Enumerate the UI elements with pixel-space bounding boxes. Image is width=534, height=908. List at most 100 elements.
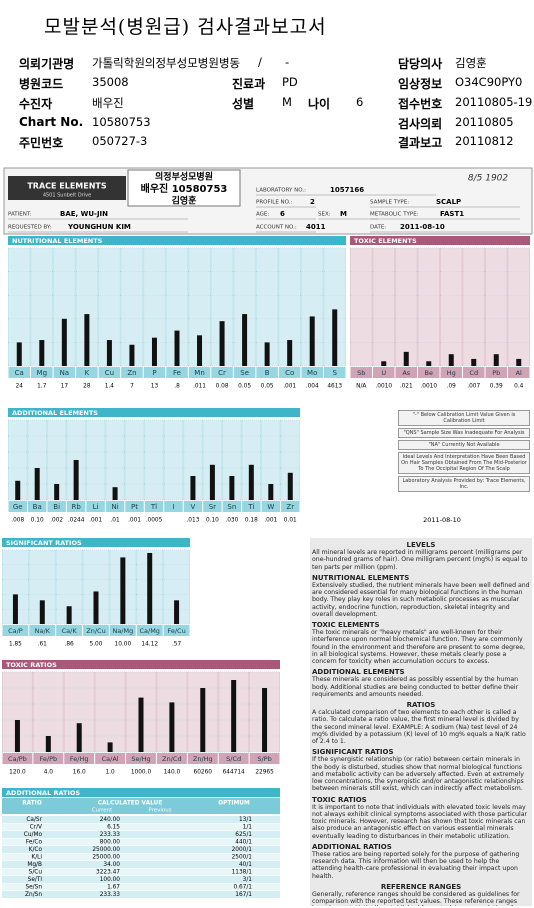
label-cell (27, 501, 47, 512)
value-label: 0.10 (206, 518, 219, 524)
field-label: 접수번호 (398, 97, 443, 111)
column-bg (242, 420, 261, 500)
note-heading: SIGNIFICANT RATIOS (312, 748, 394, 757)
note-text: These minerals are considered as possibl… (312, 676, 519, 698)
stamp-line: 김영훈 (172, 195, 197, 207)
column-header: OPTIMUM (218, 801, 250, 807)
field-label: 검사의뢰 (398, 117, 443, 131)
level-bar (39, 340, 45, 366)
field-value: 050727-3 (92, 134, 148, 148)
level-bar (106, 340, 112, 366)
level-bar (332, 309, 338, 366)
value-label: N/A (356, 384, 366, 390)
value-label: 60260 (194, 770, 213, 776)
lab-field-value: 4011 (306, 223, 326, 231)
legend-entry: "QNS" Sample Size Was Inadequate For Ana… (398, 428, 530, 438)
column-bg (396, 248, 417, 366)
label-cell (164, 501, 183, 512)
lab-field-value: BAE, WU-JIN (60, 210, 108, 218)
table-row-bg (2, 831, 280, 838)
field-value: - (285, 55, 290, 69)
value-label: .021 (400, 384, 413, 390)
note-text: If the synergistic relationship (or rati… (312, 756, 524, 793)
lab-field-value: 2011-08-10 (400, 223, 445, 231)
field-value: 배우진 (92, 96, 124, 110)
value-label: .0010 (420, 384, 437, 390)
label-cell (56, 625, 83, 636)
level-bar (112, 487, 118, 500)
logo-address: 4501 Sunbelt Drive (43, 193, 91, 199)
field-label: 진료과 (232, 77, 266, 91)
field-label: 성별 (232, 97, 255, 111)
logo: TRACE ELEMENTS (27, 182, 107, 191)
lab-field-label: SAMPLE TYPE: (370, 200, 409, 206)
column-bg (486, 248, 507, 366)
note-heading: REFERENCE RANGES (380, 882, 462, 891)
logo-box (8, 176, 126, 200)
column-bg (76, 248, 98, 366)
ratio-name: S/Cu (29, 870, 43, 876)
field-label: Chart No. (19, 115, 84, 129)
category-label: Cd (469, 369, 478, 377)
label-cell (261, 501, 281, 512)
value-label: .002 (50, 518, 63, 524)
category-label: Al (516, 369, 522, 377)
label-cell (485, 367, 507, 378)
label-cell (143, 367, 166, 378)
lab-field-label: LABORATORY NO.: (256, 188, 306, 194)
ratio-name: K/Co (29, 847, 43, 853)
level-bar (73, 460, 79, 500)
date-stamp: 2011-08-10 (423, 516, 461, 524)
category-label: Ba (33, 503, 42, 511)
note-text: Generally, reference ranges should be co… (312, 890, 520, 906)
lab-field-value: FAST1 (440, 210, 464, 218)
column-bg (166, 248, 188, 366)
lab-field-label: METABOLIC TYPE: (370, 212, 419, 218)
table-row-bg (2, 876, 280, 883)
label-cell (121, 367, 143, 378)
panel-title: NUTRITIONAL ELEMENTS (12, 237, 103, 245)
column-bg (164, 420, 183, 500)
category-label: Sn (227, 503, 236, 511)
field-label: 주민번호 (19, 136, 64, 150)
note-heading: LEVELS (406, 541, 436, 549)
panel-title: TOXIC ELEMENTS (354, 237, 417, 245)
category-label: Li (93, 503, 99, 511)
ratio-name: Cr/V (30, 825, 42, 831)
ratio-optimum: 440/1 (235, 840, 252, 846)
column-bg (234, 248, 255, 366)
lab-field-label: DATE: (370, 225, 386, 231)
label-cell (144, 501, 164, 512)
column-bg (508, 248, 529, 366)
category-label: Ge (13, 503, 23, 511)
handwriting: 8/5 1902 (468, 174, 509, 184)
field-value: 20110805 (455, 115, 514, 129)
lab-field-value: 6 (280, 210, 285, 218)
category-label: Zn/Cu (86, 627, 105, 635)
panel-head (8, 408, 300, 417)
value-label: 1.7 (37, 384, 47, 390)
level-bar (93, 591, 99, 624)
category-label: Ni (111, 503, 118, 511)
category-label: Ti (247, 503, 254, 511)
note-heading: TOXIC ELEMENTS (312, 621, 380, 630)
table-row-bg (2, 883, 280, 891)
lab-field-label: REQUESTED BY: (8, 225, 52, 231)
category-label: Be (425, 369, 433, 377)
panel-head (350, 236, 530, 245)
category-label: I (172, 503, 174, 511)
label-cell (183, 501, 203, 512)
label-cell (166, 367, 188, 378)
category-label: Pt (131, 503, 138, 511)
value-label: 120.0 (9, 770, 26, 776)
column-bg (262, 420, 280, 500)
value-label: 7 (130, 384, 134, 390)
level-bar (242, 314, 248, 366)
legend-entry: Ideal Levels And Interpretation Have Bee… (398, 452, 530, 474)
field-value: 10580753 (92, 115, 151, 129)
value-label: 0.10 (31, 518, 44, 524)
category-label: Na/K (35, 627, 51, 635)
value-label: 24 (16, 384, 24, 390)
note-heading: RATIOS (406, 701, 436, 710)
value-label: 4.0 (44, 770, 54, 776)
